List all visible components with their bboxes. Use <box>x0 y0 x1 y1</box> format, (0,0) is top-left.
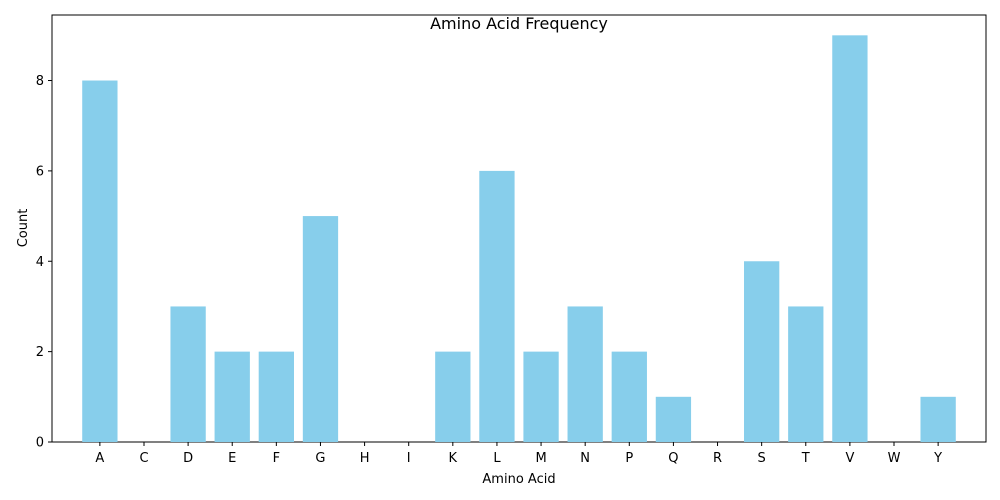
y-ticks-group: 0 2 4 6 8 <box>36 74 52 451</box>
y-tick-label: 8 <box>36 74 44 89</box>
bar-F <box>258 351 294 442</box>
y-tick-label: 4 <box>36 255 44 270</box>
x-tick-label: Y <box>933 451 942 466</box>
x-tick-label: V <box>845 451 854 466</box>
y-tick-label: 2 <box>36 345 44 360</box>
plot-area: A C D E F G H I K L M N P Q R S T V W Y 0 2 4 6 8 <box>36 14 987 466</box>
bar-S <box>744 261 780 442</box>
x-tick-label: H <box>360 451 370 466</box>
y-tick-label: 0 <box>36 436 44 451</box>
x-tick-label: N <box>580 451 590 466</box>
x-tick-label: E <box>228 451 236 466</box>
bar-Y <box>920 396 956 442</box>
x-tick-label: R <box>713 451 722 466</box>
x-tick-label: C <box>139 451 148 466</box>
bar-K <box>435 351 471 442</box>
bar-T <box>788 306 824 442</box>
x-tick-label: I <box>407 451 411 466</box>
x-tick-label: P <box>625 451 633 466</box>
x-tick-label: F <box>273 451 280 466</box>
x-axis-label: Amino Acid <box>482 472 555 487</box>
plot-frame <box>51 14 987 443</box>
bar-P <box>611 351 647 442</box>
x-tick-label: Q <box>668 451 678 466</box>
y-tick-label: 6 <box>36 164 44 179</box>
bar-V <box>832 35 868 442</box>
x-tick-label: A <box>95 451 104 466</box>
bars-group <box>82 35 956 443</box>
bar-G <box>302 216 339 442</box>
x-tick-label: M <box>535 451 546 466</box>
bar-A <box>82 80 118 443</box>
bar-E <box>214 351 250 442</box>
x-tick-label: T <box>801 451 810 466</box>
chart-title: Amino Acid Frequency <box>430 14 608 33</box>
bar-N <box>567 306 603 442</box>
x-tick-label: K <box>449 451 458 466</box>
x-tick-label: W <box>888 451 901 466</box>
x-tick-label: S <box>758 451 766 466</box>
x-tick-label: L <box>493 451 501 466</box>
x-tick-label: G <box>315 451 325 466</box>
bar-L <box>479 170 515 442</box>
bar-M <box>523 351 559 442</box>
y-axis-label: Count <box>16 209 31 248</box>
bar-Q <box>655 396 692 442</box>
bar-D <box>170 306 206 442</box>
x-tick-label: D <box>183 451 193 466</box>
